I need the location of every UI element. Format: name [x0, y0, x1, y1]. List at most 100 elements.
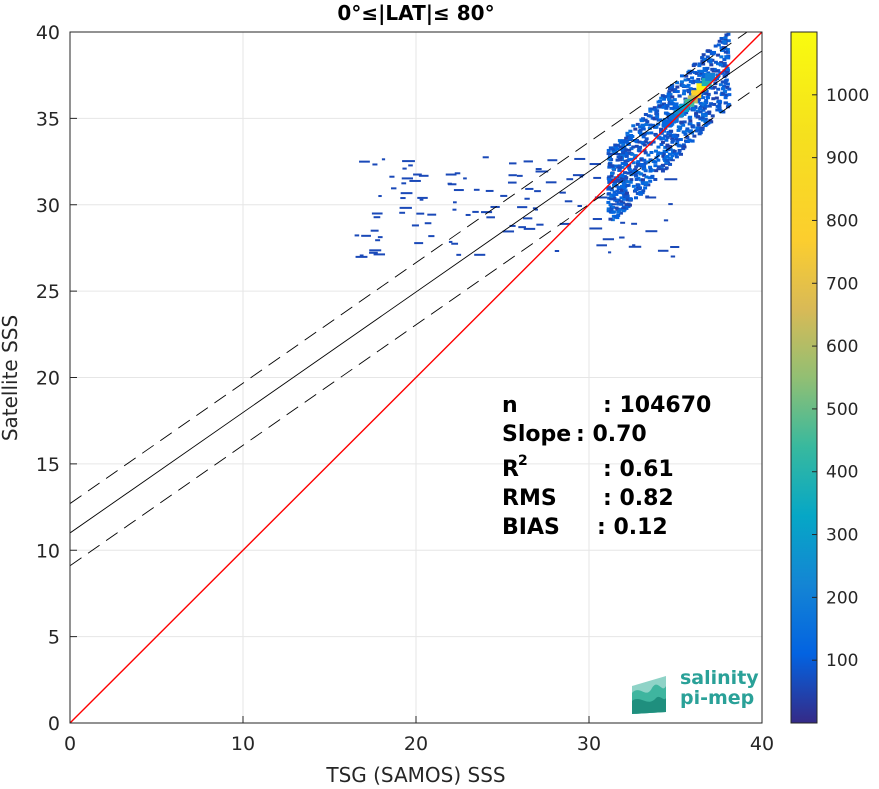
density-cell — [633, 172, 638, 176]
density-cell — [631, 222, 638, 225]
density-cell — [670, 95, 675, 99]
density-cell — [679, 152, 684, 156]
density-cell — [619, 188, 624, 192]
density-cell — [695, 126, 700, 130]
stat-label-r2: R — [502, 457, 519, 482]
density-cell — [713, 44, 718, 48]
density-cell — [676, 125, 681, 129]
colorbar-tick-label: 500 — [826, 400, 858, 420]
density-cell — [624, 136, 629, 140]
density-cell — [688, 87, 693, 91]
density-cell — [648, 169, 653, 173]
density-cell — [620, 177, 625, 181]
density-cell — [668, 145, 673, 149]
density-cell — [500, 194, 508, 197]
density-cell — [636, 163, 641, 167]
density-cell — [661, 163, 666, 167]
density-cell — [724, 93, 729, 97]
density-cell — [653, 160, 658, 164]
density-cell — [401, 177, 413, 180]
density-cell — [417, 196, 428, 199]
density-cell — [654, 169, 659, 173]
density-cell — [621, 180, 626, 184]
density-cell — [612, 196, 617, 200]
density-cell — [631, 161, 636, 165]
density-cell — [642, 143, 647, 147]
density-cell — [718, 83, 723, 87]
density-cell — [699, 71, 704, 75]
density-cell — [725, 105, 730, 109]
density-cell — [607, 157, 612, 161]
density-cell — [416, 212, 425, 215]
density-peak-cell — [705, 72, 716, 81]
density-cell — [685, 135, 690, 139]
y-tick-label: 20 — [36, 368, 60, 390]
density-cell — [642, 158, 647, 162]
density-cell — [670, 140, 675, 144]
density-cell — [614, 206, 619, 210]
density-cell — [672, 107, 677, 111]
density-cell — [634, 177, 639, 181]
density-cell — [610, 171, 615, 175]
density-cell — [391, 187, 397, 190]
salinity-pimep-logo: salinity pi-mep — [632, 667, 759, 714]
density-cell — [447, 182, 452, 185]
density-cell — [700, 60, 705, 64]
density-cell — [664, 161, 669, 165]
density-cell — [486, 216, 495, 219]
density-cell — [640, 181, 645, 185]
density-cell — [633, 154, 638, 158]
density-cell — [616, 186, 621, 190]
density-cell — [644, 181, 649, 185]
density-cell — [664, 166, 669, 170]
density-cell — [695, 109, 700, 113]
density-cell — [621, 182, 626, 186]
density-cell — [646, 114, 651, 118]
regression-lower-line — [70, 83, 762, 567]
density-cell — [669, 129, 674, 133]
x-tick-label: 10 — [231, 733, 255, 755]
density-cell — [681, 123, 686, 127]
density-cell — [606, 187, 611, 191]
colorbar-tick-label: 900 — [826, 149, 858, 169]
density-cell — [709, 102, 714, 106]
density-cell — [699, 69, 704, 73]
density-cell — [643, 161, 648, 165]
density-peak-cell — [684, 98, 695, 107]
density-cell — [534, 208, 538, 211]
density-cell — [642, 164, 647, 168]
stats-box: n : 104670 Slope : 0.70 R 2 : 0.61 RMS :… — [502, 393, 711, 540]
density-cell — [697, 73, 702, 77]
density-cell — [623, 189, 628, 193]
density-cell — [656, 153, 661, 157]
density-cell — [679, 120, 684, 124]
density-cell — [687, 89, 692, 93]
density-cell — [361, 234, 371, 237]
density-cell — [713, 60, 718, 64]
density-cell — [708, 86, 713, 90]
density-cell — [664, 155, 669, 159]
density-cell — [684, 140, 689, 144]
density-cell — [694, 111, 699, 115]
density-cell — [673, 88, 678, 92]
density-cell — [619, 196, 624, 200]
fit-lines — [70, 32, 762, 723]
density-cell — [623, 159, 628, 163]
density-cell — [643, 140, 648, 144]
density-cell — [651, 123, 656, 127]
density-cell — [668, 162, 673, 166]
density-cell — [639, 164, 644, 168]
density-cell — [631, 124, 636, 128]
density-cell — [465, 213, 471, 216]
x-tick-label: 0 — [64, 733, 76, 755]
density-cell — [559, 191, 566, 194]
density-cell — [668, 131, 673, 135]
density-cell — [623, 150, 628, 154]
density-cell — [700, 116, 705, 120]
density-cell — [712, 50, 717, 54]
density-cell — [645, 120, 650, 124]
density-cell — [688, 119, 693, 123]
density-cell — [606, 148, 611, 152]
density-cell — [723, 81, 728, 85]
density-cell — [690, 76, 695, 80]
